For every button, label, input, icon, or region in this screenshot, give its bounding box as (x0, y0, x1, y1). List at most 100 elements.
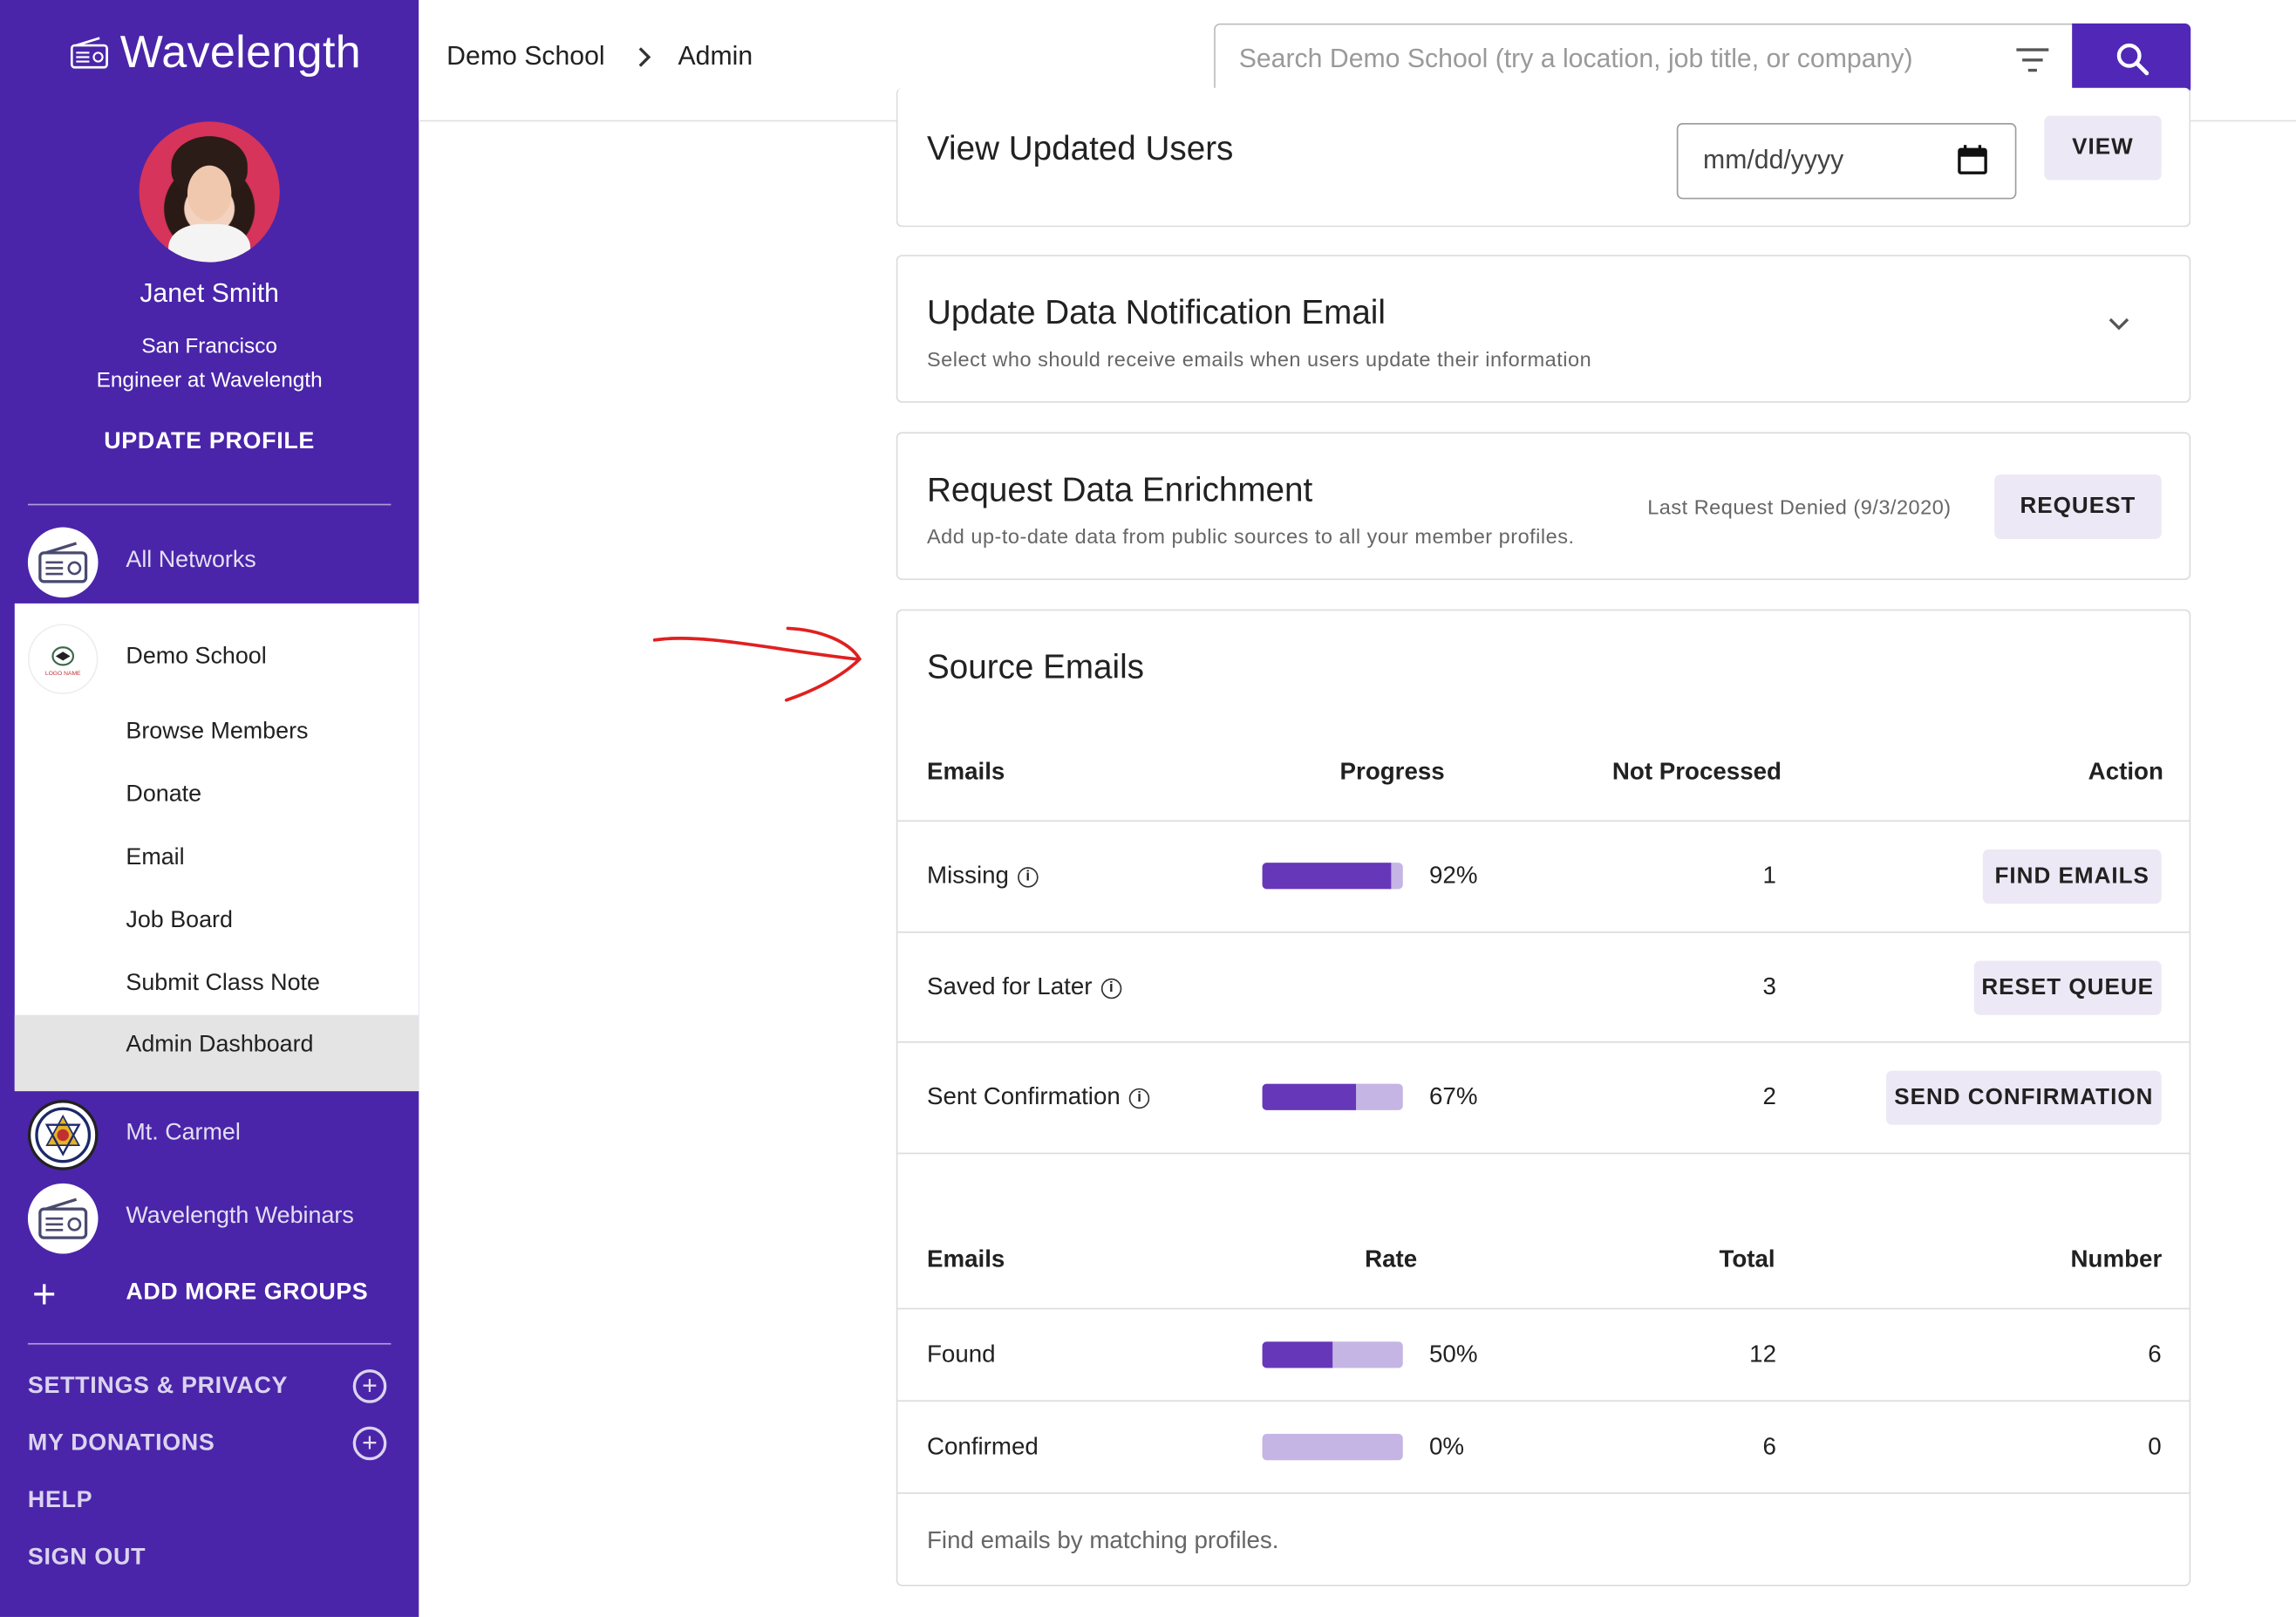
add-more-groups-button[interactable]: + ADD MORE GROUPS (31, 1271, 368, 1317)
sidebar-item-label: Wavelength Webinars (126, 1204, 354, 1229)
logo-text: LOGO NAME (44, 668, 81, 676)
calendar-icon[interactable] (1957, 144, 1989, 176)
sidebar-item-label: All Networks (126, 548, 256, 573)
rate-bar (1262, 1434, 1403, 1461)
not-processed-count: 2 (1762, 1083, 1776, 1110)
column-header-rate: Rate (1365, 1246, 1418, 1273)
brand-name: Wavelength (119, 26, 362, 78)
not-processed-count: 1 (1762, 863, 1776, 890)
sidebar-item-label: Demo School (126, 644, 267, 670)
sidebar-item-wavelength-webinars[interactable]: Wavelength Webinars (27, 1183, 354, 1254)
chevron-right-icon (638, 47, 651, 67)
row-label: Missing (926, 863, 1009, 890)
plus-icon: + (31, 1271, 57, 1317)
divider (27, 1342, 392, 1345)
help-link[interactable]: HELP (27, 1488, 93, 1513)
row-label: Found (926, 1341, 996, 1368)
chevron-down-icon[interactable] (2106, 315, 2132, 332)
sidebar-item-email[interactable]: Email (126, 844, 185, 870)
notification-email-card[interactable]: Update Data Notification Email Select wh… (896, 255, 2191, 403)
breadcrumb-demo-school[interactable]: Demo School (446, 41, 605, 71)
info-icon[interactable]: i (1128, 1088, 1150, 1109)
filter-icon[interactable] (2015, 47, 2050, 73)
sidebar-item-all-networks[interactable]: All Networks (27, 527, 256, 598)
user-name: Janet Smith (140, 278, 279, 308)
date-input[interactable]: mm/dd/yyyy (1676, 123, 2017, 200)
search-box (1214, 23, 2074, 94)
rate-percent: 0% (1428, 1434, 1465, 1461)
number-count: 6 (2148, 1341, 2162, 1368)
radio-icon (70, 37, 108, 69)
annotation-arrow-icon (652, 626, 862, 702)
not-processed-count: 3 (1762, 973, 1776, 1000)
card-subtitle: Select who should receive emails when us… (926, 346, 1592, 371)
row-divider (897, 1492, 2190, 1494)
settings-privacy-link[interactable]: SETTINGS & PRIVACY (27, 1374, 289, 1399)
info-icon[interactable]: i (1100, 978, 1122, 1000)
sidebar-item-donate[interactable]: Donate (126, 781, 202, 808)
total-count: 6 (1762, 1434, 1776, 1461)
expand-plus-icon[interactable]: + (352, 1426, 387, 1461)
column-header-total: Total (1719, 1246, 1775, 1273)
sidebar: Wavelength Janet Smith San Francisco Eng… (0, 0, 419, 1617)
divider (27, 503, 392, 506)
radio-icon (27, 527, 99, 598)
row-divider (897, 1400, 2190, 1402)
mt-carmel-seal-icon (27, 1100, 99, 1170)
progress-percent: 67% (1428, 1083, 1478, 1110)
progress-bar (1262, 863, 1403, 890)
search-button[interactable] (2072, 23, 2191, 94)
rate-bar (1262, 1341, 1403, 1368)
sidebar-item-demo-school[interactable]: LOGO NAME Demo School (27, 624, 267, 694)
search-input[interactable] (1238, 39, 1972, 78)
column-header-not-processed: Not Processed (1611, 758, 1782, 786)
view-button[interactable]: VIEW (2044, 115, 2162, 181)
row-label: Confirmed (926, 1434, 1039, 1461)
find-emails-button[interactable]: FIND EMAILS (1982, 849, 2162, 904)
card-title: Source Emails (926, 647, 1145, 686)
data-enrichment-card: Request Data Enrichment Add up-to-date d… (896, 432, 2191, 581)
source-emails-card: Source Emails Emails Progress Not Proces… (896, 609, 2191, 1586)
sidebar-item-mt-carmel[interactable]: Mt. Carmel (27, 1100, 241, 1170)
breadcrumb-admin: Admin (678, 41, 753, 71)
card-title: Request Data Enrichment (926, 470, 1313, 508)
send-confirmation-button[interactable]: SEND CONFIRMATION (1885, 1070, 2162, 1125)
table-row-sent-confirmation: Sent Confirmation i (927, 1084, 1150, 1112)
column-header-action: Action (2088, 758, 2163, 786)
table-row-saved-for-later: Saved for Later i (926, 973, 1122, 1002)
row-label: Saved for Later (926, 973, 1093, 1000)
search-icon (2115, 43, 2149, 76)
expand-plus-icon[interactable]: + (352, 1369, 387, 1403)
number-count: 0 (2148, 1434, 2162, 1461)
info-icon[interactable]: i (1018, 867, 1039, 888)
column-header-emails: Emails (926, 758, 1005, 786)
total-count: 12 (1749, 1341, 1776, 1368)
reset-queue-button[interactable]: RESET QUEUE (1973, 960, 2162, 1015)
my-donations-link[interactable]: MY DONATIONS (27, 1430, 215, 1457)
user-location: San Francisco (141, 335, 277, 359)
row-divider (897, 1040, 2190, 1043)
request-button[interactable]: REQUEST (1994, 474, 2162, 539)
school-logo-icon: LOGO NAME (27, 624, 99, 694)
column-header-number: Number (2070, 1246, 2163, 1273)
row-divider (897, 1307, 2190, 1310)
rate-percent: 50% (1428, 1341, 1478, 1368)
row-divider (897, 1152, 2190, 1155)
brand[interactable]: Wavelength (70, 26, 362, 78)
progress-bar (1262, 1083, 1403, 1110)
sidebar-item-admin-dashboard[interactable]: Admin Dashboard (126, 1032, 314, 1058)
progress-percent: 92% (1428, 863, 1478, 890)
sign-out-link[interactable]: SIGN OUT (27, 1545, 146, 1571)
last-request-status: Last Request Denied (9/3/2020) (1647, 495, 1952, 519)
update-profile-button[interactable]: UPDATE PROFILE (104, 429, 316, 454)
avatar[interactable] (139, 121, 280, 263)
sidebar-item-submit-class-note[interactable]: Submit Class Note (126, 971, 320, 996)
row-divider (897, 931, 2190, 933)
view-updated-users-card: View Updated Users mm/dd/yyyy VIEW (896, 87, 2191, 228)
card-title: Update Data Notification Email (926, 292, 1386, 331)
active-item-highlight (14, 1014, 419, 1092)
card-subtitle: Add up-to-date data from public sources … (926, 524, 1575, 549)
radio-icon (27, 1183, 99, 1254)
sidebar-item-job-board[interactable]: Job Board (126, 908, 233, 933)
sidebar-item-browse-members[interactable]: Browse Members (126, 719, 309, 745)
